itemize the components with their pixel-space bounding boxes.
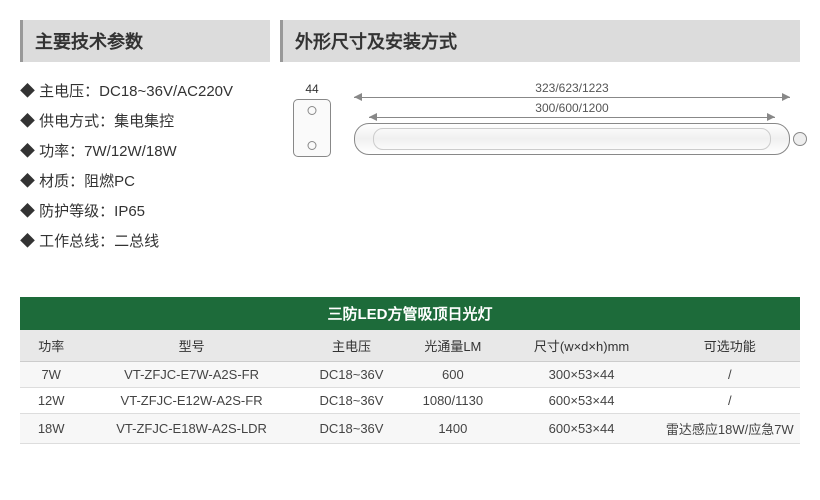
table-row: 18WVT-ZFJC-E18W-A2S-LDRDC18~36V1400600×5… bbox=[20, 414, 800, 444]
specs-panel: 主要技术参数 主电压：DC18~36V/AC220V供电方式：集电集控功率：7W… bbox=[20, 20, 270, 257]
tube-inner bbox=[373, 128, 771, 150]
table-cell: / bbox=[660, 362, 800, 388]
spec-item: 工作总线：二总线 bbox=[20, 227, 270, 257]
table-header-row: 功率型号主电压光通量LM尺寸(w×d×h)mm可选功能 bbox=[20, 330, 800, 362]
table-column-header: 光通量LM bbox=[402, 330, 503, 362]
mounting-bracket-diagram: 44 bbox=[290, 82, 334, 157]
table-cell: 600×53×44 bbox=[504, 414, 660, 444]
table-cell: DC18~36V bbox=[301, 388, 402, 414]
tube-cap-icon bbox=[793, 132, 807, 146]
tube-diagram: 323/623/1223 300/600/1200 bbox=[354, 83, 790, 157]
table-cell: 7W bbox=[20, 362, 82, 388]
table-column-header: 尺寸(w×d×h)mm bbox=[504, 330, 660, 362]
top-section: 主要技术参数 主电压：DC18~36V/AC220V供电方式：集电集控功率：7W… bbox=[20, 20, 800, 257]
product-table-section: 三防LED方管吸顶日光灯 功率型号主电压光通量LM尺寸(w×d×h)mm可选功能… bbox=[20, 297, 800, 444]
table-cell: 18W bbox=[20, 414, 82, 444]
table-row: 7WVT-ZFJC-E7W-A2S-FRDC18~36V600300×53×44… bbox=[20, 362, 800, 388]
table-body: 7WVT-ZFJC-E7W-A2S-FRDC18~36V600300×53×44… bbox=[20, 362, 800, 444]
spec-item: 材质：阻燃PC bbox=[20, 167, 270, 197]
table-cell: 600 bbox=[402, 362, 503, 388]
specs-header: 主要技术参数 bbox=[20, 20, 270, 62]
bracket-body bbox=[293, 99, 331, 157]
spec-list: 主电压：DC18~36V/AC220V供电方式：集电集控功率：7W/12W/18… bbox=[20, 77, 270, 257]
table-cell: 1400 bbox=[402, 414, 503, 444]
inner-length-label: 300/600/1200 bbox=[531, 101, 612, 115]
inner-dimension-line: 300/600/1200 bbox=[354, 103, 790, 121]
table-column-header: 主电压 bbox=[301, 330, 402, 362]
bracket-hole-icon bbox=[308, 141, 317, 150]
dimensions-panel: 外形尺寸及安装方式 44 323/623/1223 bbox=[280, 20, 800, 257]
table-cell: / bbox=[660, 388, 800, 414]
spec-item: 供电方式：集电集控 bbox=[20, 107, 270, 137]
table-cell: 1080/1130 bbox=[402, 388, 503, 414]
tube-body bbox=[354, 123, 790, 155]
diagram-area: 44 323/623/1223 300/600/1200 bbox=[280, 62, 800, 177]
table-column-header: 功率 bbox=[20, 330, 82, 362]
spec-item: 功率：7W/12W/18W bbox=[20, 137, 270, 167]
spec-item: 主电压：DC18~36V/AC220V bbox=[20, 77, 270, 107]
table-cell: DC18~36V bbox=[301, 414, 402, 444]
table-cell: DC18~36V bbox=[301, 362, 402, 388]
table-title: 三防LED方管吸顶日光灯 bbox=[20, 297, 800, 330]
product-table: 功率型号主电压光通量LM尺寸(w×d×h)mm可选功能 7WVT-ZFJC-E7… bbox=[20, 330, 800, 444]
outer-length-label: 323/623/1223 bbox=[531, 81, 612, 95]
table-cell: VT-ZFJC-E18W-A2S-LDR bbox=[82, 414, 300, 444]
bracket-hole-icon bbox=[308, 106, 317, 115]
table-row: 12WVT-ZFJC-E12W-A2S-FRDC18~36V1080/11306… bbox=[20, 388, 800, 414]
table-cell: 600×53×44 bbox=[504, 388, 660, 414]
table-cell: VT-ZFJC-E12W-A2S-FR bbox=[82, 388, 300, 414]
dimensions-header: 外形尺寸及安装方式 bbox=[280, 20, 800, 62]
table-cell: 雷达感应18W/应急7W bbox=[660, 414, 800, 444]
bracket-width-label: 44 bbox=[290, 82, 334, 96]
outer-dimension-line: 323/623/1223 bbox=[354, 83, 790, 101]
table-column-header: 型号 bbox=[82, 330, 300, 362]
table-column-header: 可选功能 bbox=[660, 330, 800, 362]
table-cell: VT-ZFJC-E7W-A2S-FR bbox=[82, 362, 300, 388]
table-cell: 12W bbox=[20, 388, 82, 414]
spec-item: 防护等级：IP65 bbox=[20, 197, 270, 227]
table-cell: 300×53×44 bbox=[504, 362, 660, 388]
